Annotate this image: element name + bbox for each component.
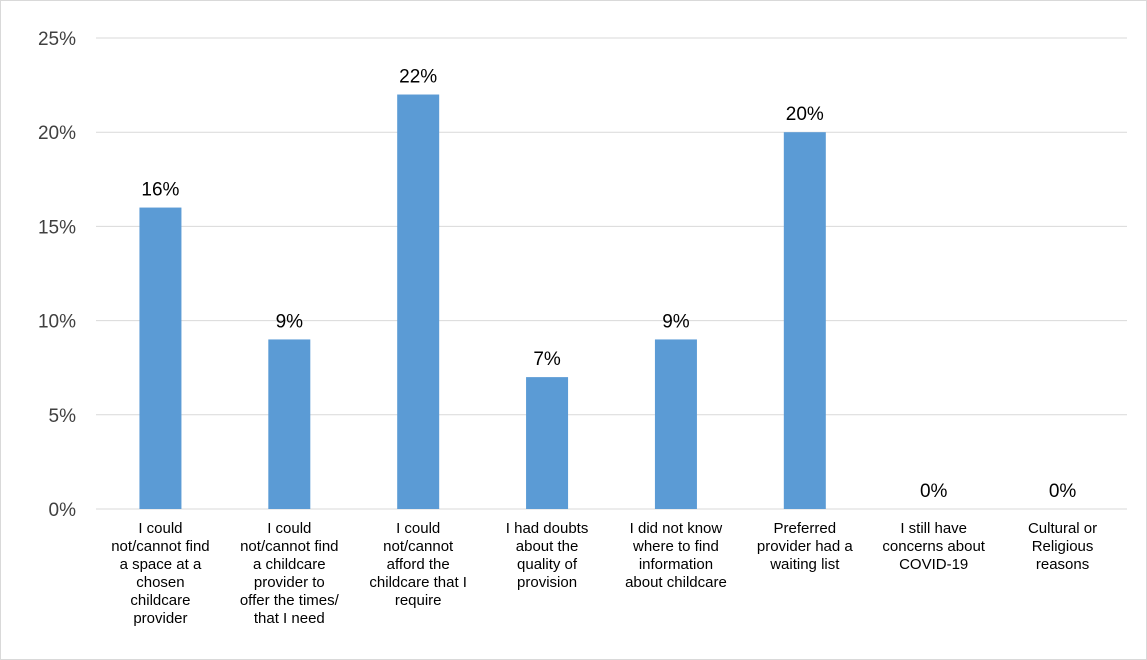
category-label-line: I could — [267, 520, 311, 537]
category-label-line: COVID-19 — [899, 556, 968, 573]
category-label-line: afford the — [387, 556, 450, 573]
category-label-line: quality of — [517, 556, 578, 573]
category-label: I did not know where to find information ab… — [625, 520, 727, 591]
category-label-line: I had doubts — [506, 520, 589, 537]
y-axis: 0% 5% 10% 15% 20% 25% — [38, 29, 1127, 521]
category-label-line: provider had a — [757, 538, 854, 555]
category-label-line: where to find — [632, 538, 719, 555]
category-label-line: provider — [133, 610, 187, 627]
bar — [783, 132, 826, 509]
category-label-line: not/cannot — [383, 538, 454, 555]
category-label-line: not/cannot find — [240, 538, 338, 555]
category-label-line: provision — [517, 574, 577, 591]
category-label-line: about childcare — [625, 574, 727, 591]
category-label-line: Cultural or — [1028, 520, 1097, 537]
bar — [526, 377, 569, 509]
category-label-line: reasons — [1036, 556, 1089, 573]
category-label-line: a childcare — [253, 556, 326, 573]
category-label-line: require — [395, 592, 442, 609]
category-label-line: about the — [516, 538, 579, 555]
y-tick-label: 5% — [49, 406, 77, 427]
data-label: 9% — [662, 311, 690, 332]
category-label-line: Religious — [1032, 538, 1094, 555]
data-label: 9% — [276, 311, 304, 332]
category-label-line: information — [639, 556, 713, 573]
category-label-line: Preferred — [774, 520, 837, 537]
data-label: 22% — [399, 67, 437, 88]
data-label: 0% — [920, 481, 948, 502]
category-label-line: I did not know — [630, 520, 723, 537]
category-label-line: a space at a — [120, 556, 202, 573]
bar — [654, 339, 697, 509]
y-tick-label: 0% — [49, 500, 77, 521]
category-label-line: provider to — [254, 574, 325, 591]
gridlines — [96, 37, 1127, 510]
category-label: I could not/cannot find a space at a chosen… — [111, 520, 209, 627]
category-label-line: chosen — [136, 574, 184, 591]
category-label-line: childcare that I — [369, 574, 467, 591]
x-axis: I could not/cannot find a space at a chosen… — [111, 520, 1097, 627]
category-label-line: childcare — [130, 592, 190, 609]
category-label-line: concerns about — [882, 538, 985, 555]
category-label: I could not/cannot afford the childcare tha… — [369, 520, 467, 609]
category-label-line: I could — [396, 520, 440, 537]
data-label: 20% — [786, 104, 824, 125]
category-label-line: not/cannot find — [111, 538, 209, 555]
category-label: I had doubts about the quality of provision — [506, 520, 589, 591]
category-label-line: offer the times/ — [240, 592, 340, 609]
data-labels: 16% 9% 22% 7% 9% 20% 0% 0% — [141, 67, 1076, 502]
data-label: 7% — [533, 349, 561, 370]
y-tick-label: 20% — [38, 123, 76, 144]
y-tick-label: 25% — [38, 29, 76, 50]
bar — [397, 94, 440, 510]
category-label: Preferred provider had a waiting list — [757, 520, 854, 573]
category-label: I could not/cannot find a childcare provide… — [240, 520, 340, 627]
y-tick-label: 10% — [38, 312, 76, 333]
bar — [139, 207, 182, 509]
category-label-line: waiting list — [769, 556, 840, 573]
category-label: Cultural or Religious reasons — [1028, 520, 1097, 573]
data-label: 0% — [1049, 481, 1077, 502]
data-label: 16% — [141, 180, 179, 201]
y-tick-label: 15% — [38, 217, 76, 238]
bar — [268, 339, 311, 509]
category-label-line: I still have — [900, 520, 967, 537]
category-label: I still have concerns about COVID-19 — [882, 520, 985, 573]
category-label-line: that I need — [254, 610, 325, 627]
category-label-line: I could — [138, 520, 182, 537]
bars — [139, 94, 826, 510]
